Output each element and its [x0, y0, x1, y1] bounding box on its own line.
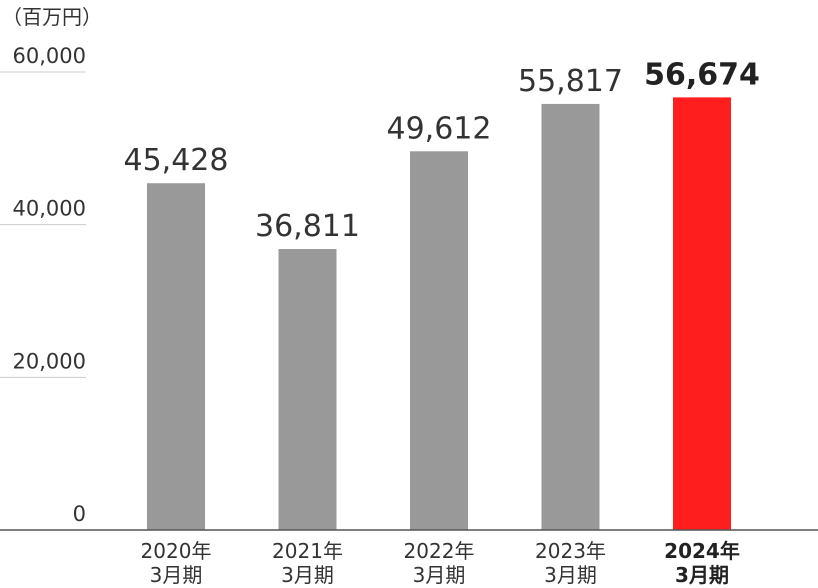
data-label: 36,811: [255, 209, 360, 244]
x-tick-label: 2021年: [272, 539, 343, 563]
data-label: 55,817: [518, 64, 623, 99]
bar: [410, 151, 468, 531]
y-tick-label: 20,000: [13, 349, 86, 373]
x-tick-label: 3月期: [675, 563, 729, 587]
y-axis-ticks: 0 20,000 40,000 60,000: [13, 44, 86, 526]
x-tick-label: 2020年: [141, 539, 212, 563]
bar: [673, 97, 731, 531]
x-tick-label: 2024年: [664, 539, 740, 563]
x-tick-label: 3月期: [150, 563, 203, 587]
y-tick-label: 0: [73, 502, 86, 526]
x-tick-label: 2022年: [404, 539, 475, 563]
y-tick-label: 40,000: [13, 197, 86, 221]
bar: [147, 183, 205, 530]
y-unit-label: （百万円）: [2, 5, 102, 29]
bar: [278, 249, 337, 530]
data-label: 49,612: [387, 111, 492, 146]
x-tick-label: 3月期: [413, 563, 466, 587]
x-tick-label: 3月期: [544, 563, 597, 587]
bars: [147, 97, 731, 531]
bar: [541, 103, 600, 530]
data-label: 45,428: [124, 143, 229, 178]
value-labels: 45,428 36,811 49,612 55,817 56,674: [124, 57, 760, 244]
x-tick-label: 3月期: [281, 563, 334, 587]
y-tick-label: 60,000: [13, 44, 86, 68]
x-tick-label: 2023年: [535, 539, 606, 563]
gridlines: [0, 71, 86, 378]
data-label: 56,674: [644, 57, 760, 92]
